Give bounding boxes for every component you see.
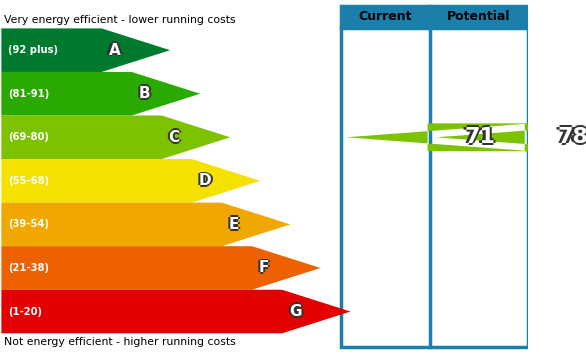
Text: 71: 71 bbox=[464, 127, 495, 147]
Text: B: B bbox=[138, 84, 150, 100]
Text: (69-80): (69-80) bbox=[8, 132, 49, 142]
Text: B: B bbox=[138, 88, 150, 103]
Text: C: C bbox=[171, 130, 182, 145]
Text: D: D bbox=[197, 173, 209, 189]
Text: C: C bbox=[169, 132, 180, 146]
Text: Potential: Potential bbox=[447, 10, 511, 23]
Text: B: B bbox=[141, 86, 152, 101]
Polygon shape bbox=[346, 123, 532, 151]
Text: (55-68): (55-68) bbox=[8, 176, 49, 186]
Text: 78: 78 bbox=[557, 127, 586, 147]
Polygon shape bbox=[1, 115, 230, 159]
Text: A: A bbox=[107, 43, 118, 58]
Polygon shape bbox=[1, 159, 260, 203]
Text: 71: 71 bbox=[461, 127, 492, 147]
Text: 71: 71 bbox=[464, 130, 495, 149]
Polygon shape bbox=[1, 203, 291, 246]
Text: (92 plus): (92 plus) bbox=[8, 45, 57, 55]
Text: E: E bbox=[229, 219, 239, 234]
Text: E: E bbox=[231, 217, 241, 232]
Text: 78: 78 bbox=[557, 125, 586, 145]
Text: (21-38): (21-38) bbox=[8, 263, 49, 273]
Polygon shape bbox=[436, 123, 586, 151]
Polygon shape bbox=[1, 290, 350, 333]
Text: F: F bbox=[259, 261, 269, 275]
Polygon shape bbox=[1, 72, 200, 115]
Text: E: E bbox=[229, 215, 239, 230]
Text: F: F bbox=[257, 261, 267, 275]
Bar bbox=[341, 6, 527, 347]
Text: D: D bbox=[199, 173, 212, 189]
Text: G: G bbox=[287, 304, 299, 319]
Text: 78: 78 bbox=[555, 127, 586, 147]
Text: G: G bbox=[289, 304, 301, 319]
Text: A: A bbox=[108, 43, 120, 58]
Text: Very energy efficient - lower running costs: Very energy efficient - lower running co… bbox=[4, 15, 236, 25]
Text: (1-20): (1-20) bbox=[8, 306, 42, 317]
Text: C: C bbox=[169, 128, 180, 143]
Text: D: D bbox=[199, 175, 212, 190]
Text: G: G bbox=[289, 302, 301, 317]
Text: A: A bbox=[108, 41, 120, 56]
Text: 71: 71 bbox=[464, 125, 495, 145]
Text: 78: 78 bbox=[560, 127, 586, 147]
Polygon shape bbox=[1, 246, 321, 290]
Text: B: B bbox=[138, 86, 150, 101]
Text: Not energy efficient - higher running costs: Not energy efficient - higher running co… bbox=[4, 337, 236, 347]
Text: A: A bbox=[108, 44, 120, 59]
Bar bbox=[341, 6, 527, 28]
Text: D: D bbox=[199, 172, 212, 187]
Text: F: F bbox=[261, 261, 271, 275]
Text: 71: 71 bbox=[466, 127, 498, 147]
Text: Current: Current bbox=[359, 10, 413, 23]
Text: (39-54): (39-54) bbox=[8, 220, 49, 229]
Text: 78: 78 bbox=[557, 130, 586, 149]
Text: C: C bbox=[166, 130, 178, 145]
Text: A: A bbox=[111, 43, 122, 58]
Text: G: G bbox=[291, 304, 304, 319]
Text: G: G bbox=[289, 306, 301, 321]
Text: B: B bbox=[137, 86, 148, 101]
Polygon shape bbox=[1, 28, 170, 72]
Text: C: C bbox=[169, 130, 180, 145]
Text: E: E bbox=[227, 217, 237, 232]
Text: F: F bbox=[259, 262, 269, 277]
Text: E: E bbox=[229, 217, 239, 232]
Text: F: F bbox=[259, 259, 269, 274]
Text: D: D bbox=[201, 173, 213, 189]
Text: (81-91): (81-91) bbox=[8, 89, 49, 99]
